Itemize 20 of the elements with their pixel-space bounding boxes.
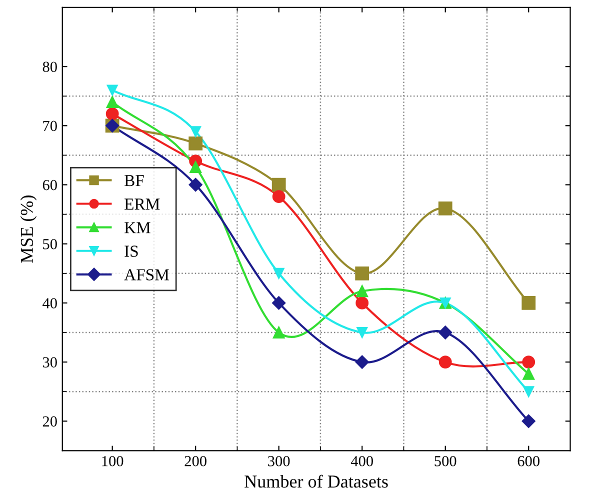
- y-tick-label: 30: [42, 357, 57, 368]
- legend-label: ERM: [124, 198, 160, 210]
- legend-label: AFSM: [124, 269, 169, 280]
- legend-label: KM: [124, 222, 150, 234]
- legend-label: IS: [124, 246, 138, 257]
- x-tick-label: 200: [184, 456, 206, 466]
- y-tick-label: 20: [42, 416, 57, 427]
- x-tick-label: 400: [350, 456, 373, 466]
- x-tick-label: 100: [102, 456, 124, 466]
- y-tick-label: 80: [42, 62, 57, 72]
- x-tick-label: 500: [434, 456, 456, 466]
- x-tick-label: 600: [518, 456, 540, 466]
- y-tick-label: 40: [42, 298, 57, 308]
- y-axis-title: MSE (%): [20, 196, 37, 263]
- x-axis-title: Number of Datasets: [244, 474, 388, 488]
- legend-label: BF: [124, 175, 144, 186]
- y-tick-label: 50: [43, 238, 57, 250]
- x-tick-label: 300: [268, 456, 290, 466]
- y-tick-label: 60: [42, 180, 57, 190]
- y-tick-label: 70: [43, 120, 57, 132]
